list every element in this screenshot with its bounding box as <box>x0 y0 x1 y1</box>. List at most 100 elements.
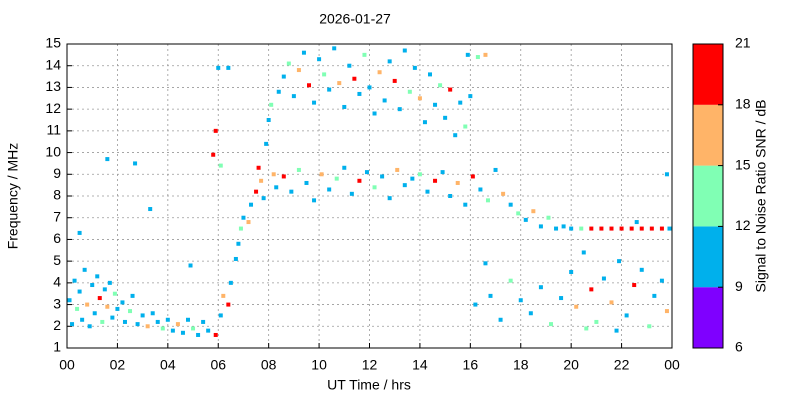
data-point <box>256 165 261 170</box>
data-point <box>493 167 498 172</box>
data-point <box>92 311 97 316</box>
data-point <box>97 296 102 301</box>
data-point <box>266 118 271 122</box>
data-point <box>433 178 438 183</box>
data-point <box>70 322 75 327</box>
data-point <box>342 104 347 109</box>
data-point <box>254 189 259 194</box>
data-point <box>488 293 493 298</box>
data-point <box>312 198 317 203</box>
data-point <box>483 52 488 57</box>
chart-title: 2026-01-27 <box>319 11 391 27</box>
data-point <box>82 267 87 272</box>
data-point <box>594 319 599 324</box>
data-point <box>327 87 332 92</box>
data-point <box>75 306 80 311</box>
colorbar-segment <box>693 104 723 166</box>
data-point <box>609 226 614 231</box>
data-point <box>246 220 251 225</box>
data-point <box>85 302 90 307</box>
data-point <box>334 176 339 181</box>
data-point <box>382 98 387 103</box>
data-point <box>100 319 105 324</box>
data-point <box>352 76 357 81</box>
data-point <box>569 270 574 274</box>
y-tick-label: 5 <box>53 252 61 268</box>
y-tick-label: 15 <box>45 35 61 51</box>
data-point <box>165 317 170 322</box>
data-point <box>364 170 369 175</box>
data-point <box>112 291 117 296</box>
data-point <box>206 328 211 333</box>
data-point <box>561 224 566 229</box>
data-point <box>448 194 453 198</box>
data-point <box>269 102 274 107</box>
colorbar-segment <box>693 165 723 227</box>
data-point <box>276 89 281 94</box>
data-point <box>317 57 322 62</box>
data-point <box>538 285 543 290</box>
data-point <box>180 330 185 335</box>
data-point <box>216 65 221 70</box>
data-point <box>647 324 652 329</box>
colorbar-tick-label: 9 <box>735 278 743 294</box>
x-tick-label: 10 <box>311 357 327 373</box>
data-point <box>528 311 533 316</box>
data-point <box>538 224 543 229</box>
data-point <box>107 280 112 285</box>
data-point <box>463 124 468 129</box>
data-point <box>397 107 402 112</box>
y-tick-label: 7 <box>53 208 61 224</box>
y-tick-label: 10 <box>45 143 61 159</box>
data-point <box>559 296 564 301</box>
data-point <box>501 191 506 196</box>
data-point <box>632 283 637 288</box>
data-point <box>150 311 155 316</box>
y-tick-label: 14 <box>45 56 61 72</box>
data-point <box>664 309 669 314</box>
data-point <box>485 198 490 203</box>
data-point <box>448 87 453 92</box>
data-point <box>372 185 377 190</box>
data-point <box>609 300 614 305</box>
x-axis-label: UT Time / hrs <box>327 377 411 393</box>
data-point <box>422 120 427 125</box>
colorbar-label: Signal to Noise Ratio SNR / dB <box>753 100 769 293</box>
data-point <box>67 298 72 303</box>
data-point <box>291 94 296 99</box>
data-point <box>332 46 337 51</box>
x-tick-label: 14 <box>412 357 428 373</box>
data-point <box>77 230 82 235</box>
data-point <box>72 278 77 283</box>
data-point <box>458 100 463 105</box>
x-tick-label: 02 <box>110 357 126 373</box>
data-point <box>412 65 417 70</box>
data-point <box>296 68 301 73</box>
data-point <box>463 202 468 207</box>
y-tick-label: 12 <box>45 100 61 116</box>
data-point <box>249 202 254 207</box>
data-point <box>599 226 604 231</box>
data-point <box>233 256 238 261</box>
x-tick-label: 16 <box>463 357 479 373</box>
data-point <box>468 94 473 99</box>
data-point <box>372 111 377 116</box>
x-tick-label: 06 <box>210 357 226 373</box>
data-point <box>236 241 241 246</box>
data-point <box>128 309 133 314</box>
data-point <box>634 220 639 225</box>
data-point <box>410 176 415 181</box>
data-point <box>228 280 233 285</box>
data-point <box>337 81 342 86</box>
data-point <box>110 315 115 320</box>
data-point <box>115 306 120 311</box>
data-point <box>218 313 223 318</box>
x-tick-label: 12 <box>362 357 378 373</box>
data-point <box>659 226 664 231</box>
data-point <box>664 172 669 177</box>
data-point <box>584 326 589 331</box>
x-tick-label: 00 <box>59 357 75 373</box>
data-point <box>155 319 160 324</box>
data-point <box>659 278 664 283</box>
